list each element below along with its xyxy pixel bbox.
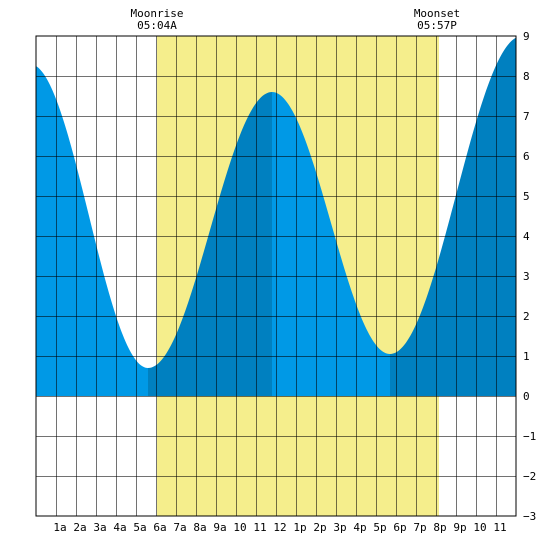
x-tick-label: 7p [413, 521, 426, 534]
rising-tide-segment [148, 92, 272, 396]
x-tick-label: 3a [93, 521, 106, 534]
y-tick-label: 4 [523, 230, 530, 243]
y-tick-label: 6 [523, 150, 530, 163]
y-tick-label: 8 [523, 70, 530, 83]
y-tick-label: 0 [523, 390, 530, 403]
annotation-time: 05:04A [137, 19, 177, 32]
falling-tide-segment [36, 65, 148, 396]
x-tick-label: 8a [193, 521, 206, 534]
x-tick-label: 11 [253, 521, 266, 534]
y-tick-label: 9 [523, 30, 530, 43]
y-tick-label: 2 [523, 310, 530, 323]
x-tick-label: 4a [113, 521, 126, 534]
tide-area [36, 37, 516, 397]
x-tick-label: 3p [333, 521, 346, 534]
x-tick-label: 10 [473, 521, 486, 534]
y-tick-label: 1 [523, 350, 530, 363]
x-tick-label: 7a [173, 521, 186, 534]
annotation-title: Moonrise [131, 7, 184, 20]
x-tick-label: 4p [353, 521, 366, 534]
x-tick-label: 2p [313, 521, 326, 534]
x-tick-label: 8p [433, 521, 446, 534]
x-tick-label: 5p [373, 521, 386, 534]
y-tick-label: −3 [523, 510, 536, 523]
x-axis-tick-labels: 1a 2a 3a 4a 5a 6a 7a 8a 9a 10 11 12 1p 2p 3p 4p 5p 6p 7p 8p… [53, 521, 506, 534]
x-tick-label: 1a [53, 521, 66, 534]
x-tick-label: 9p [453, 521, 466, 534]
plot-frame [35, 35, 517, 517]
grid [36, 36, 516, 516]
y-tick-label: −1 [523, 430, 536, 443]
x-tick-label: 11 [493, 521, 506, 534]
x-tick-label: 10 [233, 521, 246, 534]
x-tick-label: 9a [213, 521, 226, 534]
annotation-title: Moonset [414, 7, 460, 20]
annotation-time: 05:57P [417, 19, 457, 32]
x-tick-label: 12 [273, 521, 286, 534]
rising-tide-segment [390, 37, 516, 397]
x-tick-label: 1p [293, 521, 306, 534]
y-tick-label: 3 [523, 270, 530, 283]
x-tick-label: 5a [133, 521, 146, 534]
y-tick-label: 7 [523, 110, 530, 123]
falling-tide-segment [272, 92, 390, 396]
y-tick-label: 5 [523, 190, 530, 203]
y-tick-label: −2 [523, 470, 536, 483]
x-tick-label: 6p [393, 521, 406, 534]
x-tick-label: 2a [73, 521, 86, 534]
x-tick-label: 6a [153, 521, 166, 534]
y-axis-tick-labels: −3 −2 −1 0 1 2 3 4 5 6 7 8 9 [523, 30, 536, 523]
